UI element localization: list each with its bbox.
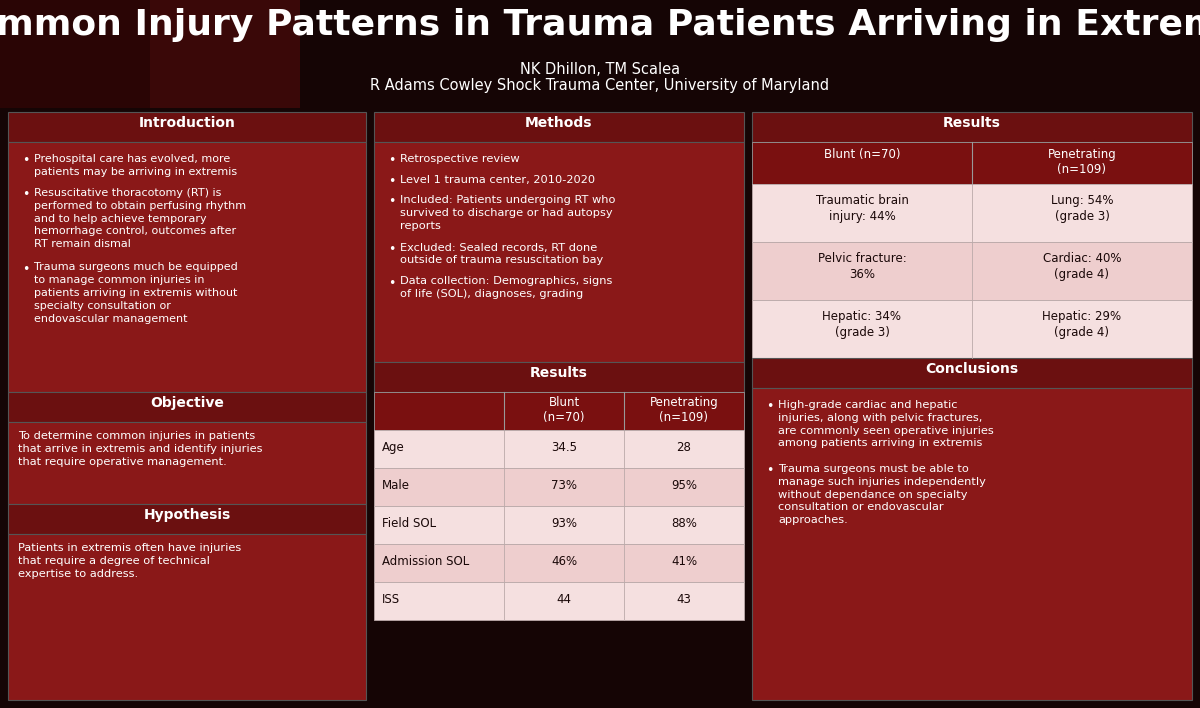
- Text: Lung: 54%
(grade 3): Lung: 54% (grade 3): [1051, 194, 1114, 223]
- Bar: [374, 468, 744, 506]
- Text: Prehospital care has evolved, more
patients may be arriving in extremis: Prehospital care has evolved, more patie…: [34, 154, 238, 177]
- Text: Trauma surgeons must be able to
manage such injuries independently
without depen: Trauma surgeons must be able to manage s…: [778, 464, 986, 525]
- Text: Male: Male: [382, 479, 410, 492]
- Text: •: •: [388, 195, 395, 208]
- Text: Retrospective review: Retrospective review: [400, 154, 520, 164]
- Text: Blunt
(n=70): Blunt (n=70): [544, 396, 584, 424]
- Bar: [752, 388, 1192, 700]
- Text: •: •: [22, 263, 29, 275]
- Text: 43: 43: [677, 593, 691, 606]
- Text: 95%: 95%: [671, 479, 697, 492]
- Text: •: •: [766, 464, 773, 477]
- Text: •: •: [388, 277, 395, 290]
- Text: 34.5: 34.5: [551, 441, 577, 454]
- Text: 28: 28: [677, 441, 691, 454]
- Text: 44: 44: [557, 593, 571, 606]
- Text: Traumatic brain
injury: 44%: Traumatic brain injury: 44%: [816, 194, 908, 223]
- Text: NK Dhillon, TM Scalea: NK Dhillon, TM Scalea: [520, 62, 680, 77]
- Text: Patients in extremis often have injuries
that require a degree of technical
expe: Patients in extremis often have injuries…: [18, 543, 241, 579]
- Bar: [0, 0, 300, 108]
- Bar: [374, 582, 744, 620]
- Bar: [374, 392, 744, 430]
- Bar: [752, 184, 1192, 242]
- Text: Objective: Objective: [150, 396, 224, 410]
- Text: Field SOL: Field SOL: [382, 517, 436, 530]
- Text: Cardiac: 40%
(grade 4): Cardiac: 40% (grade 4): [1043, 252, 1121, 281]
- Text: High-grade cardiac and hepatic
injuries, along with pelvic fractures,
are common: High-grade cardiac and hepatic injuries,…: [778, 400, 994, 448]
- Bar: [8, 422, 366, 504]
- Text: Resuscitative thoracotomy (RT) is
performed to obtain perfusing rhythm
and to he: Resuscitative thoracotomy (RT) is perfor…: [34, 188, 246, 249]
- Text: 46%: 46%: [551, 555, 577, 568]
- Bar: [752, 300, 1192, 358]
- Bar: [752, 358, 1192, 388]
- Bar: [374, 112, 744, 142]
- Text: Introduction: Introduction: [138, 116, 235, 130]
- Bar: [752, 112, 1192, 142]
- Bar: [0, 0, 1200, 108]
- Bar: [8, 392, 366, 422]
- Text: 93%: 93%: [551, 517, 577, 530]
- Text: Level 1 trauma center, 2010-2020: Level 1 trauma center, 2010-2020: [400, 174, 595, 185]
- Text: Conclusions: Conclusions: [925, 362, 1019, 376]
- Text: Age: Age: [382, 441, 404, 454]
- Bar: [752, 142, 1192, 184]
- Text: 88%: 88%: [671, 517, 697, 530]
- Text: Excluded: Sealed records, RT done
outside of trauma resuscitation bay: Excluded: Sealed records, RT done outsid…: [400, 243, 604, 266]
- Text: Trauma surgeons much be equipped
to manage common injuries in
patients arriving : Trauma surgeons much be equipped to mana…: [34, 263, 238, 324]
- Bar: [8, 504, 366, 534]
- Text: Results: Results: [530, 366, 588, 380]
- Text: Blunt (n=70): Blunt (n=70): [823, 148, 900, 161]
- Text: Admission SOL: Admission SOL: [382, 555, 469, 568]
- Text: Hepatic: 34%
(grade 3): Hepatic: 34% (grade 3): [822, 310, 901, 339]
- Bar: [374, 142, 744, 362]
- Text: •: •: [388, 174, 395, 188]
- Text: 73%: 73%: [551, 479, 577, 492]
- Bar: [752, 242, 1192, 300]
- Bar: [8, 142, 366, 392]
- Text: Common Injury Patterns in Trauma Patients Arriving in Extremis: Common Injury Patterns in Trauma Patient…: [0, 8, 1200, 42]
- Text: 41%: 41%: [671, 555, 697, 568]
- Bar: [8, 112, 366, 142]
- Text: •: •: [388, 154, 395, 167]
- Text: Hypothesis: Hypothesis: [143, 508, 230, 522]
- Bar: [374, 430, 744, 468]
- Bar: [374, 544, 744, 582]
- Text: •: •: [766, 400, 773, 413]
- Text: Pelvic fracture:
36%: Pelvic fracture: 36%: [817, 252, 906, 281]
- Bar: [8, 534, 366, 700]
- Text: ISS: ISS: [382, 593, 400, 606]
- Text: Results: Results: [943, 116, 1001, 130]
- Bar: [0, 0, 150, 108]
- Text: Data collection: Demographics, signs
of life (SOL), diagnoses, grading: Data collection: Demographics, signs of …: [400, 277, 612, 299]
- Text: R Adams Cowley Shock Trauma Center, University of Maryland: R Adams Cowley Shock Trauma Center, Univ…: [371, 78, 829, 93]
- Bar: [374, 506, 744, 544]
- Text: Penetrating
(n=109): Penetrating (n=109): [1048, 148, 1116, 176]
- Text: To determine common injuries in patients
that arrive in extremis and identify in: To determine common injuries in patients…: [18, 431, 263, 467]
- Text: Included: Patients undergoing RT who
survived to discharge or had autopsy
report: Included: Patients undergoing RT who sur…: [400, 195, 616, 231]
- Text: •: •: [388, 243, 395, 256]
- Text: •: •: [22, 188, 29, 201]
- Text: Hepatic: 29%
(grade 4): Hepatic: 29% (grade 4): [1043, 310, 1122, 339]
- Text: •: •: [22, 154, 29, 167]
- Bar: [374, 362, 744, 392]
- Text: Methods: Methods: [526, 116, 593, 130]
- Text: Penetrating
(n=109): Penetrating (n=109): [649, 396, 719, 424]
